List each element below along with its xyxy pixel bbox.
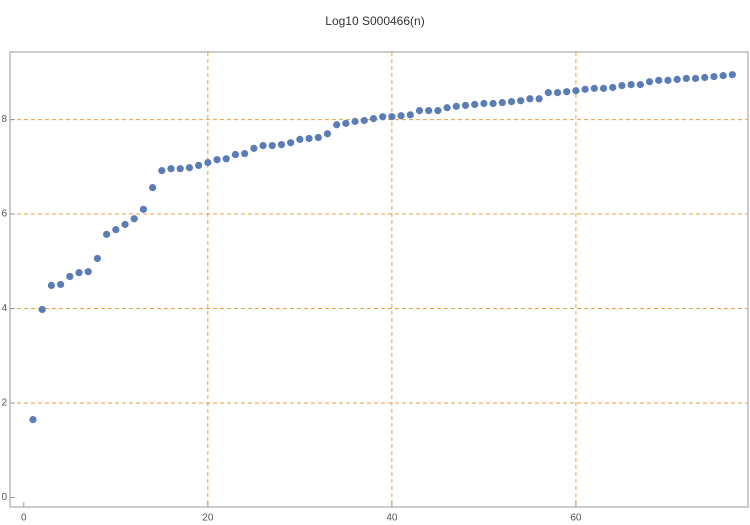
point bbox=[130, 215, 138, 223]
point bbox=[103, 230, 111, 238]
point bbox=[268, 141, 276, 150]
y-tick-label: 0 bbox=[1, 492, 7, 503]
point bbox=[195, 161, 203, 169]
point bbox=[544, 89, 552, 97]
point bbox=[618, 81, 626, 90]
point bbox=[434, 106, 442, 115]
point bbox=[323, 130, 332, 138]
point bbox=[517, 97, 525, 105]
point bbox=[728, 71, 736, 79]
point bbox=[710, 72, 718, 81]
point bbox=[259, 141, 267, 150]
point bbox=[149, 184, 157, 192]
point bbox=[461, 101, 470, 109]
point bbox=[397, 112, 405, 120]
point bbox=[425, 106, 433, 115]
x-tick-label: 20 bbox=[202, 513, 214, 524]
point bbox=[636, 81, 644, 89]
x-tick-label: 40 bbox=[386, 513, 398, 524]
point bbox=[57, 280, 65, 289]
point bbox=[655, 76, 663, 84]
point bbox=[342, 119, 350, 127]
point bbox=[66, 272, 74, 281]
point bbox=[277, 141, 286, 149]
point bbox=[480, 99, 488, 108]
point bbox=[222, 155, 230, 163]
point bbox=[388, 113, 396, 121]
point bbox=[204, 158, 212, 167]
point bbox=[360, 116, 368, 125]
point bbox=[563, 88, 571, 96]
point bbox=[526, 95, 534, 103]
point bbox=[158, 166, 166, 175]
point bbox=[139, 205, 148, 213]
point bbox=[673, 75, 681, 84]
y-tick-label: 4 bbox=[1, 303, 7, 314]
point bbox=[682, 74, 690, 83]
x-tick-label: 60 bbox=[570, 513, 582, 524]
y-tick-label: 8 bbox=[1, 114, 7, 125]
point bbox=[701, 73, 709, 82]
point bbox=[369, 115, 378, 123]
point bbox=[452, 102, 460, 110]
point bbox=[507, 98, 516, 106]
point bbox=[176, 165, 184, 173]
point bbox=[581, 85, 589, 93]
point bbox=[535, 95, 543, 103]
point bbox=[287, 139, 295, 147]
point bbox=[691, 74, 700, 83]
point bbox=[296, 135, 304, 144]
plot-frame bbox=[9, 51, 749, 508]
point bbox=[590, 84, 598, 92]
x-tick-label: 0 bbox=[21, 513, 27, 524]
point bbox=[664, 76, 672, 84]
point bbox=[241, 149, 249, 158]
point bbox=[415, 106, 424, 115]
point bbox=[112, 226, 120, 234]
point bbox=[489, 99, 497, 108]
point bbox=[84, 268, 92, 276]
point bbox=[29, 415, 37, 424]
point bbox=[572, 87, 580, 95]
point bbox=[333, 121, 341, 129]
point bbox=[167, 165, 175, 173]
point bbox=[185, 164, 194, 172]
point bbox=[38, 305, 46, 314]
point bbox=[379, 113, 387, 121]
point bbox=[47, 281, 56, 290]
point bbox=[645, 78, 654, 86]
point bbox=[553, 89, 562, 97]
point bbox=[599, 84, 608, 92]
point bbox=[443, 104, 451, 112]
y-tick-label: 6 bbox=[1, 209, 7, 220]
point bbox=[75, 269, 83, 277]
point bbox=[305, 134, 313, 143]
point bbox=[231, 150, 240, 159]
y-tick-label: 2 bbox=[1, 398, 7, 409]
point bbox=[93, 254, 102, 263]
point bbox=[351, 117, 359, 126]
point bbox=[498, 98, 506, 107]
point bbox=[314, 133, 322, 142]
chart-title: Log10 S000466(n) bbox=[325, 14, 424, 28]
point bbox=[627, 81, 635, 89]
point bbox=[121, 220, 129, 229]
point bbox=[406, 111, 414, 119]
point bbox=[213, 156, 221, 164]
point bbox=[250, 144, 258, 152]
point bbox=[719, 72, 727, 80]
point bbox=[471, 100, 479, 109]
point bbox=[609, 83, 617, 92]
